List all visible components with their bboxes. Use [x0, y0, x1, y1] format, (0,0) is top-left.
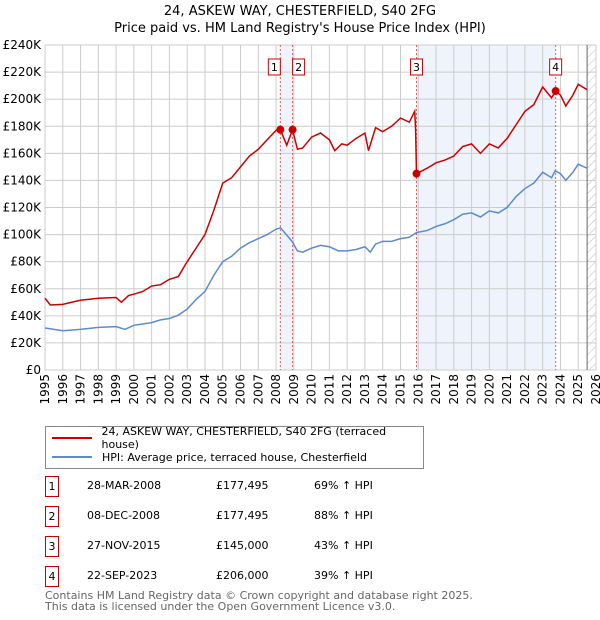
transaction-number: 3 — [45, 536, 59, 557]
transaction-row: 4 22-SEP-2023 £206,000 39% ↑ HPI — [45, 566, 445, 587]
transaction-price: £206,000 — [216, 569, 269, 582]
sale-point — [276, 125, 285, 134]
y-tick-label: £20K — [10, 336, 42, 350]
x-tick-label: 1997 — [74, 374, 88, 405]
chart-subtitle: Price paid vs. HM Land Registry's House … — [114, 21, 486, 36]
x-tick-label: 2016 — [411, 374, 425, 405]
transaction-price: £177,495 — [216, 509, 269, 522]
legend-swatch-blue — [52, 456, 92, 458]
transaction-date: 22-SEP-2023 — [87, 569, 158, 582]
x-tick-label: 2002 — [162, 374, 176, 405]
y-tick-label: £120K — [3, 201, 43, 215]
transaction-hpi-change: 88% ↑ HPI — [314, 509, 373, 522]
sale-label: 4 — [552, 61, 559, 74]
x-tick-label: 1999 — [109, 374, 123, 405]
sale-label-box — [549, 58, 563, 76]
x-tick-label: 2018 — [447, 374, 461, 405]
sale-label-box — [267, 58, 281, 76]
x-tick-label: 2001 — [145, 374, 159, 405]
x-tick-label: 2000 — [127, 374, 141, 405]
x-tick-label: 2020 — [482, 374, 496, 405]
x-tick-label: 2008 — [269, 374, 283, 405]
x-tick-label: 2007 — [251, 374, 265, 405]
transaction-number: 2 — [45, 506, 59, 527]
x-tick-label: 2005 — [216, 374, 230, 405]
y-tick-label: £0 — [26, 363, 41, 377]
x-tick-label: 2011 — [322, 374, 336, 405]
y-tick-label: £160K — [3, 146, 43, 160]
x-tick-label: 2010 — [305, 374, 319, 405]
x-tick-label: 1998 — [91, 374, 105, 405]
x-tick-label: 2021 — [500, 374, 514, 405]
transaction-price: £145,000 — [216, 539, 269, 552]
legend-label: HPI: Average price, terraced house, Ches… — [102, 450, 368, 464]
y-tick-label: £180K — [3, 119, 43, 133]
y-tick-label: £140K — [3, 173, 43, 187]
series-line — [44, 83, 588, 306]
sale-point — [412, 169, 421, 178]
x-tick-label: 2023 — [536, 374, 550, 405]
sale-label: 3 — [413, 61, 420, 74]
sale-label-box — [292, 58, 306, 76]
x-tick-label: 2024 — [553, 374, 567, 405]
series-line — [44, 163, 588, 332]
y-tick-label: £40K — [10, 309, 42, 323]
transaction-hpi-change: 43% ↑ HPI — [314, 539, 373, 552]
price-chart: £0 £20K £40K £60K £80K £100K £120K £140K £160K £1… — [3, 38, 600, 405]
x-tick-label: 2017 — [429, 374, 443, 405]
transaction-row: 3 27-NOV-2015 £145,000 43% ↑ HPI — [45, 536, 445, 557]
transaction-row: 1 28-MAR-2008 £177,495 69% ↑ HPI — [45, 476, 445, 497]
y-tick-label: £220K — [3, 65, 43, 79]
x-tick-label: 2006 — [234, 374, 248, 405]
x-tick-label: 2019 — [465, 374, 479, 405]
sale-point — [288, 125, 297, 134]
x-tick-label: 2015 — [393, 374, 407, 405]
legend-item-property: 24, ASKEW WAY, CHESTERFIELD, S40 2FG (te… — [52, 425, 423, 451]
x-tick-label: 2022 — [518, 374, 532, 405]
x-tick-label: 2003 — [180, 374, 194, 405]
footer-copyright: Contains HM Land Registry data © Crown c… — [45, 589, 473, 602]
chart-title: 24, ASKEW WAY, CHESTERFIELD, S40 2FG — [163, 4, 437, 19]
transaction-date: 08-DEC-2008 — [87, 509, 161, 522]
y-tick-label: £60K — [10, 282, 42, 296]
transaction-date: 27-NOV-2015 — [87, 539, 161, 552]
x-tick-label: 2012 — [340, 374, 354, 405]
sale-label: 2 — [295, 61, 302, 74]
x-tick-label: 2004 — [198, 374, 212, 405]
transaction-date: 28-MAR-2008 — [87, 479, 162, 492]
sale-label: 1 — [271, 61, 278, 74]
x-tick-label: 2014 — [376, 374, 390, 405]
x-tick-label: 2013 — [358, 374, 372, 405]
transaction-hpi-change: 69% ↑ HPI — [314, 479, 373, 492]
transaction-hpi-change: 39% ↑ HPI — [314, 569, 373, 582]
y-tick-label: £80K — [10, 255, 42, 269]
x-tick-label: 2026 — [589, 374, 600, 405]
legend-swatch-red — [52, 437, 92, 439]
legend-label: 24, ASKEW WAY, CHESTERFIELD, S40 2FG (te… — [101, 425, 387, 451]
legend: 24, ASKEW WAY, CHESTERFIELD, S40 2FG (te… — [45, 425, 424, 469]
x-tick-label: 2025 — [571, 374, 585, 405]
sale-label-box — [409, 58, 423, 76]
y-tick-label: £100K — [3, 228, 43, 242]
transaction-number: 1 — [45, 476, 59, 497]
footer-licence: This data is licensed under the Open Gov… — [45, 600, 396, 613]
sale-point — [551, 87, 560, 96]
y-tick-label: £240K — [3, 38, 43, 52]
y-tick-label: £200K — [3, 92, 43, 106]
transaction-price: £177,495 — [216, 479, 269, 492]
legend-item-hpi: HPI: Average price, terraced house, Ches… — [52, 449, 367, 465]
transaction-number: 4 — [45, 566, 59, 587]
x-tick-label: 1995 — [38, 374, 52, 405]
x-tick-label: 1996 — [56, 374, 70, 405]
x-tick-label: 2009 — [287, 374, 301, 405]
transaction-row: 2 08-DEC-2008 £177,495 88% ↑ HPI — [45, 506, 445, 527]
